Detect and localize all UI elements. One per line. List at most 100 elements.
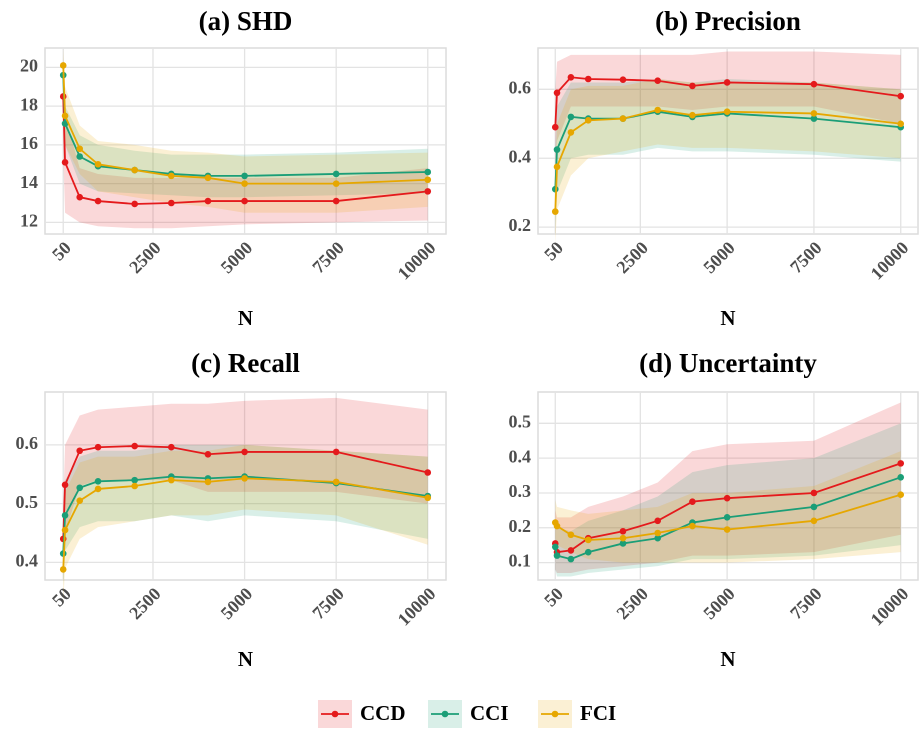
data-point <box>168 443 175 451</box>
plot-border <box>44 391 447 581</box>
data-point <box>897 92 905 100</box>
data-point <box>723 514 731 521</box>
data-point <box>76 447 84 455</box>
data-point <box>619 540 627 547</box>
x-tick-label: 50 <box>540 238 567 265</box>
data-point <box>584 548 592 556</box>
data-point <box>810 110 818 117</box>
x-tick-label: 10000 <box>867 584 913 630</box>
uncertainty-band <box>63 77 428 229</box>
data-point <box>94 485 102 493</box>
x-tick-label: 5000 <box>217 584 257 624</box>
y-tick-label: 12 <box>20 211 38 231</box>
x-axis-label: N <box>720 306 735 330</box>
x-tick-label: 7500 <box>308 238 348 278</box>
data-point <box>723 108 731 116</box>
data-point <box>810 489 818 497</box>
data-point <box>131 476 138 484</box>
data-point <box>551 208 559 215</box>
y-tick-label: 0.1 <box>509 551 532 571</box>
data-point <box>76 484 84 492</box>
data-point <box>553 146 561 153</box>
x-tick-label: 5000 <box>699 238 739 278</box>
uncertainty-band <box>63 48 428 213</box>
y-tick-label: 0.5 <box>16 492 39 512</box>
series-line <box>62 477 428 570</box>
plot-border <box>537 47 919 235</box>
data-point <box>332 170 340 178</box>
data-point <box>424 176 432 184</box>
data-point <box>654 106 661 114</box>
x-axis-label: N <box>238 647 253 671</box>
data-point <box>810 503 818 511</box>
data-point <box>654 534 661 542</box>
legend-label: CCD <box>360 701 406 725</box>
panel-title: (c) Recall <box>191 348 300 378</box>
data-point <box>619 76 627 83</box>
y-tick-label: 0.4 <box>16 551 39 571</box>
series-line <box>554 476 902 561</box>
data-point <box>619 527 627 535</box>
data-point <box>241 180 248 187</box>
x-tick-label: 2500 <box>612 584 652 624</box>
data-point <box>424 188 432 195</box>
series-line <box>62 65 428 185</box>
series-line <box>554 76 901 128</box>
y-tick-label: 0.3 <box>509 481 532 501</box>
y-tick-label: 0.2 <box>509 516 532 536</box>
x-tick-label: 2500 <box>612 238 652 278</box>
data-point <box>168 199 175 207</box>
data-point <box>567 129 575 136</box>
data-point <box>424 469 432 476</box>
y-tick-label: 14 <box>20 172 38 192</box>
data-point <box>897 473 905 481</box>
y-tick-label: 0.5 <box>509 411 532 431</box>
data-point <box>424 168 432 176</box>
data-point <box>584 117 592 124</box>
y-tick-label: 16 <box>20 133 38 153</box>
data-point <box>61 112 69 120</box>
data-point <box>567 531 575 539</box>
data-point <box>241 448 248 456</box>
data-point <box>61 526 69 534</box>
data-point <box>61 481 69 489</box>
data-point <box>131 200 138 208</box>
data-point <box>553 522 561 530</box>
data-point <box>723 79 731 86</box>
series-line <box>554 493 901 541</box>
data-point <box>131 442 138 450</box>
uncertainty-band <box>63 397 428 575</box>
data-point <box>61 120 69 127</box>
data-point <box>654 77 661 85</box>
x-tick-label: 50 <box>48 238 75 265</box>
x-tick-label: 50 <box>48 584 75 611</box>
x-tick-label: 2500 <box>125 584 165 624</box>
x-axis-label: N <box>238 306 253 330</box>
data-point <box>689 111 696 119</box>
data-point <box>332 180 340 187</box>
data-point <box>567 547 575 554</box>
series-line <box>62 445 428 539</box>
data-point <box>553 89 561 97</box>
data-point <box>94 478 102 485</box>
data-point <box>567 555 575 563</box>
y-tick-label: 0.4 <box>509 146 532 166</box>
data-point <box>76 193 84 201</box>
data-point <box>241 172 248 180</box>
uncertainty-band <box>555 402 901 574</box>
y-tick-label: 0.2 <box>509 215 532 235</box>
data-point <box>810 517 818 525</box>
uncertainty-band <box>555 79 901 245</box>
data-point <box>332 197 340 205</box>
series-line <box>62 75 428 177</box>
data-point <box>689 498 696 505</box>
x-tick-label: 5000 <box>699 584 739 624</box>
data-point <box>584 75 592 83</box>
data-point <box>551 543 559 551</box>
y-tick-label: 20 <box>20 56 38 76</box>
data-point <box>76 497 84 504</box>
data-point <box>204 197 212 205</box>
data-point <box>59 566 67 573</box>
data-point <box>241 197 248 205</box>
data-point <box>94 197 102 205</box>
